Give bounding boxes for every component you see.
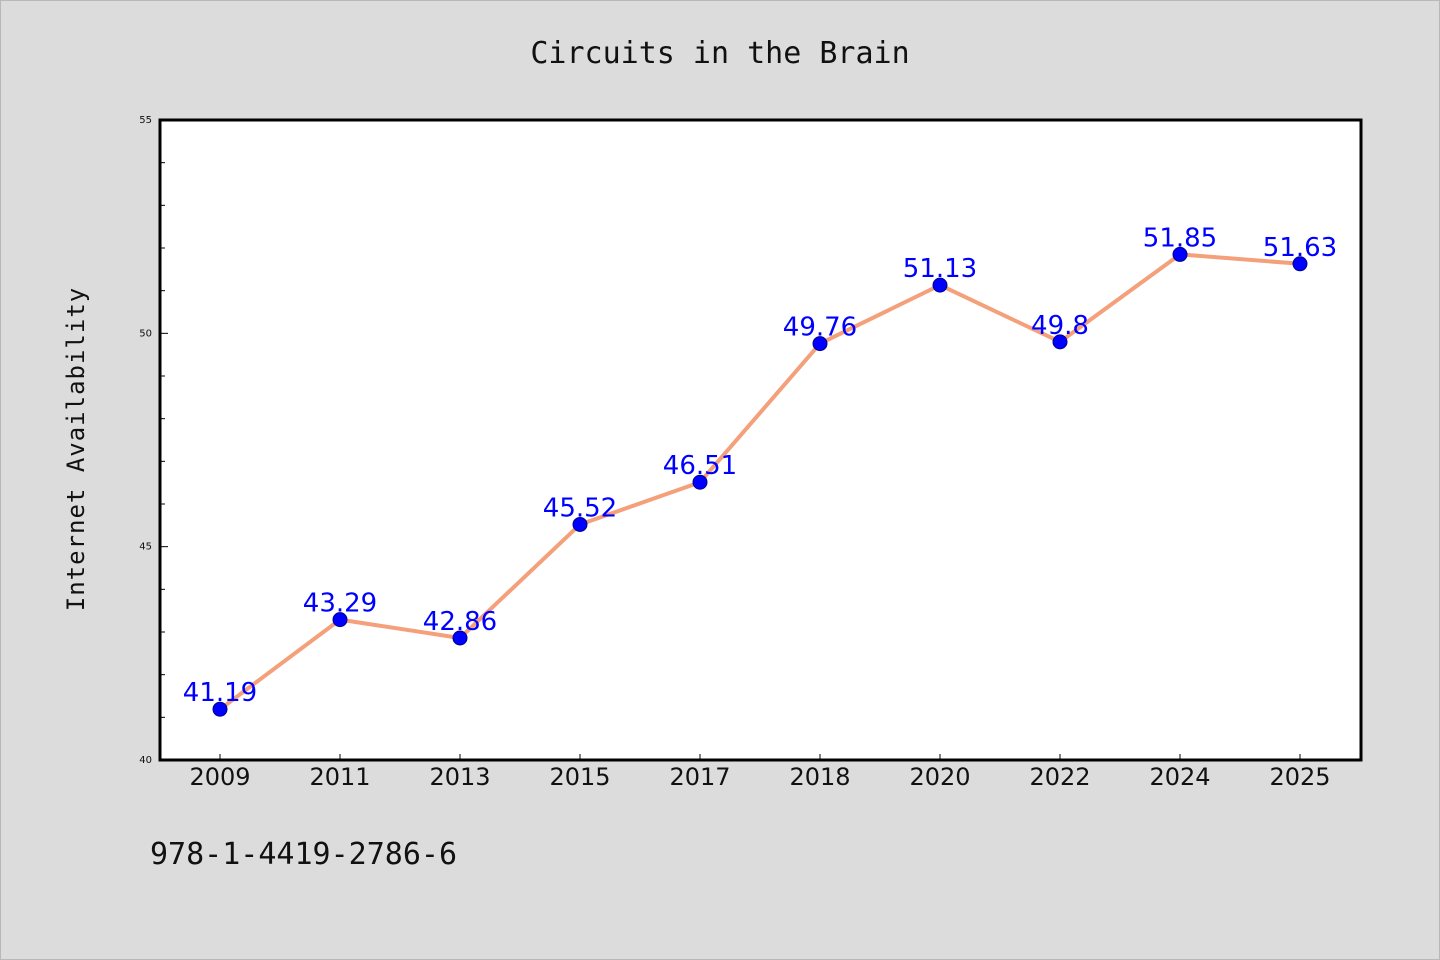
data-label: 43.29 xyxy=(303,589,377,619)
data-labels: 41.19 43.29 42.86 45.52 46.51 49.76 51.13 49.8 5… xyxy=(183,223,1337,708)
series-group xyxy=(212,246,1308,717)
footer-isbn: 978-1-4419-2786-6 xyxy=(150,837,457,872)
chart-title: Circuits in the Brain xyxy=(530,36,909,71)
data-point xyxy=(212,701,228,717)
y-tick-label: 45 xyxy=(139,542,152,553)
x-tick-label: 2018 xyxy=(789,763,850,791)
y-tick-label: 40 xyxy=(139,755,152,766)
data-label: 49.8 xyxy=(1031,311,1089,341)
data-label: 46.51 xyxy=(663,451,737,481)
data-point xyxy=(692,474,708,490)
data-point xyxy=(932,277,948,293)
data-point xyxy=(812,336,828,352)
x-tick-label: 2025 xyxy=(1269,763,1330,791)
data-label: 45.52 xyxy=(543,493,617,523)
y-axis: 40 45 50 55 xyxy=(139,115,168,766)
x-tick-label: 2024 xyxy=(1149,763,1210,791)
x-tick-label: 2017 xyxy=(669,763,730,791)
data-label: 51.63 xyxy=(1263,233,1337,263)
x-axis: 2009 2011 2013 2015 2017 2018 2020 2022 2024 2025 xyxy=(189,754,1331,791)
x-tick-label: 2009 xyxy=(189,763,250,791)
y-tick-label: 50 xyxy=(139,328,152,339)
data-point xyxy=(1172,246,1188,262)
data-point xyxy=(1292,256,1308,272)
data-label: 42.86 xyxy=(423,607,497,637)
data-label: 49.76 xyxy=(783,313,857,343)
data-point xyxy=(452,630,468,646)
data-label: 51.85 xyxy=(1143,223,1217,253)
data-label: 41.19 xyxy=(183,678,257,708)
x-tick-label: 2020 xyxy=(909,763,970,791)
y-axis-label: Internet Availability xyxy=(62,287,90,611)
x-tick-label: 2022 xyxy=(1029,763,1090,791)
plot-area xyxy=(158,118,1363,762)
data-point xyxy=(1052,334,1068,350)
y-tick-label: 55 xyxy=(139,115,152,126)
x-tick-label: 2013 xyxy=(429,763,490,791)
data-point xyxy=(572,516,588,532)
x-tick-label: 2011 xyxy=(309,763,370,791)
series-line xyxy=(218,252,1301,711)
data-label: 51.13 xyxy=(903,254,977,284)
x-tick-label: 2015 xyxy=(549,763,610,791)
data-point xyxy=(332,612,348,628)
